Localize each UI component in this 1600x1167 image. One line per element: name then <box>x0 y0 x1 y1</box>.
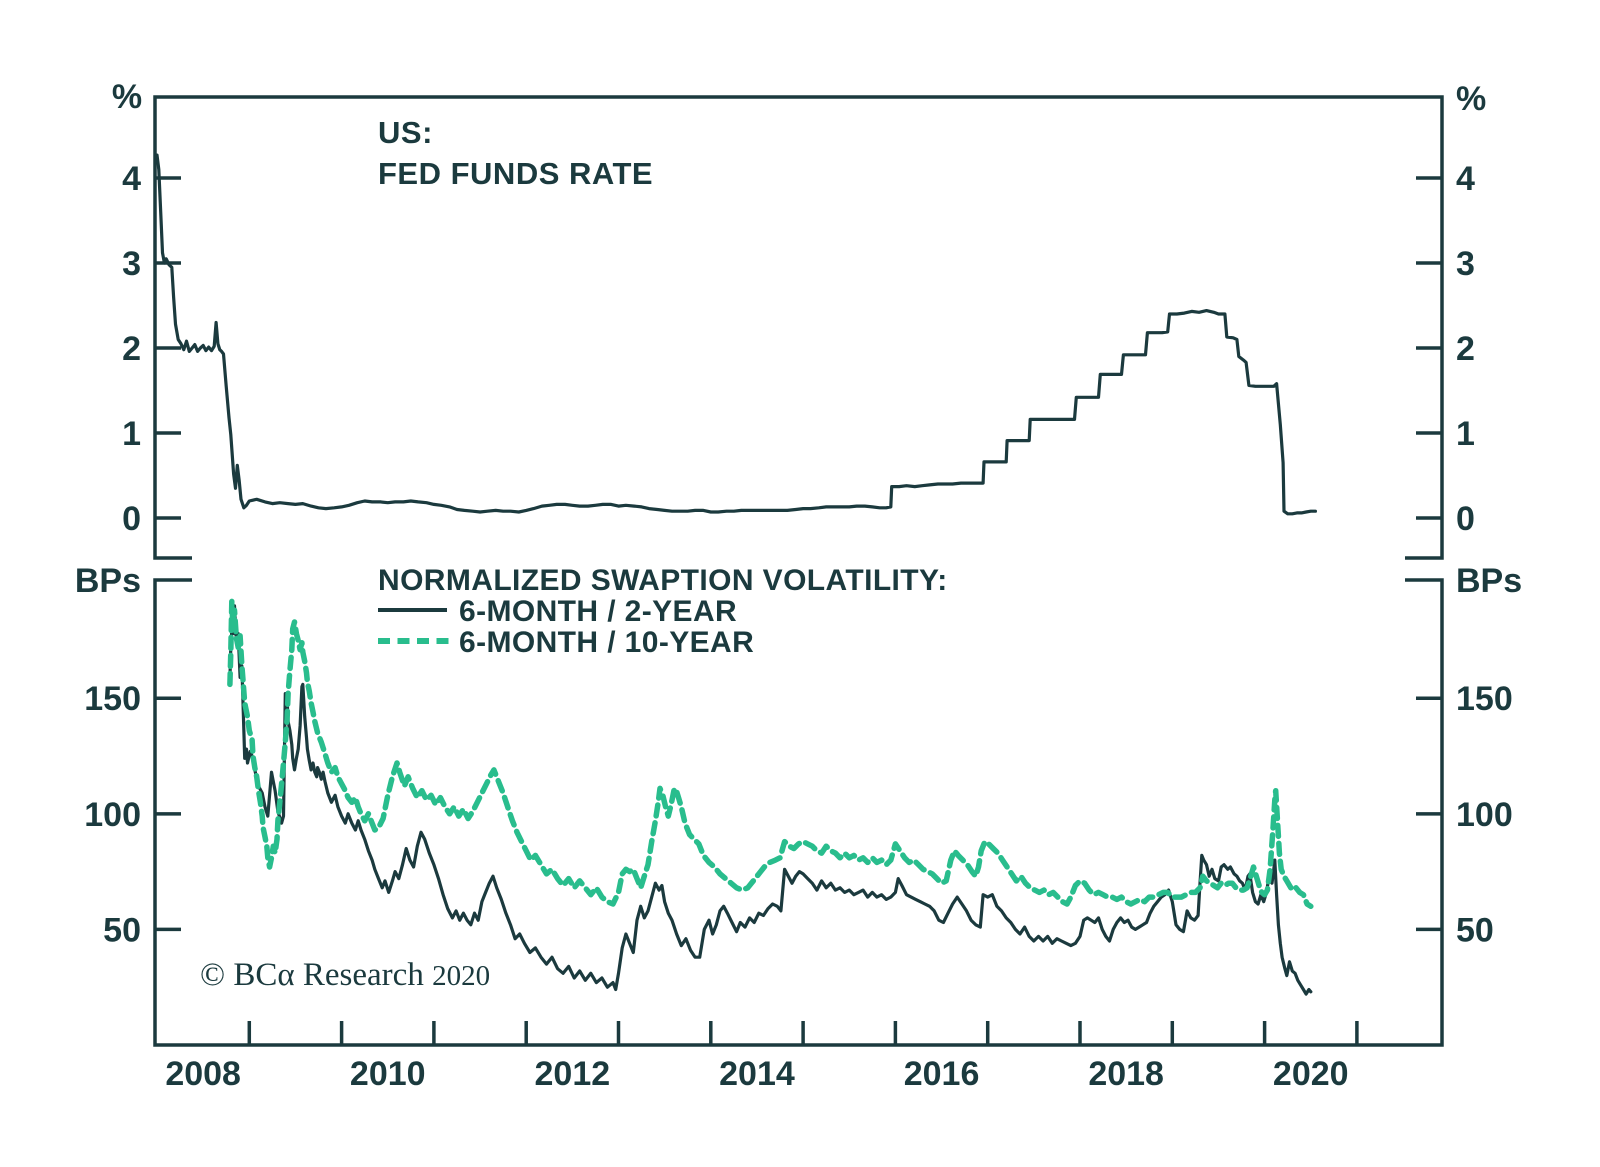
top-y-tick-label-left: 4 <box>122 160 141 198</box>
top-y-tick-label-left: 0 <box>122 500 141 538</box>
top-chart-title-line1: US: <box>378 115 433 150</box>
x-tick-label: 2016 <box>904 1055 980 1093</box>
bottom-y-tick-label-left: 50 <box>103 911 141 949</box>
bottom-chart-frame <box>153 578 1444 1047</box>
top-y-tick-label-right: 2 <box>1456 330 1475 368</box>
bottom-y-tick-label-left: 100 <box>84 796 141 834</box>
top-y-tick-label-right: 3 <box>1456 245 1475 283</box>
x-tick-label: 2018 <box>1088 1055 1164 1093</box>
bottom-right-unit-label: BPs <box>1456 562 1522 600</box>
tick-label-layer: 0 0 1 1 2 2 3 3 4 4 50 50 100 100 150 150 2008 2010 2012 20… <box>84 160 1512 1093</box>
watermark: © BCα Research 2020 <box>200 957 490 993</box>
top-left-unit-label: % <box>112 78 142 116</box>
legend-label-2year: 6-MONTH / 2-YEAR <box>459 595 737 628</box>
top-y-tick-label-right: 0 <box>1456 500 1475 538</box>
top-chart-frame <box>153 95 1444 560</box>
vol-6m-10y-line <box>227 598 1314 910</box>
watermark-main: © BCα Research <box>200 957 432 993</box>
top-chart-title-line2: FED FUNDS RATE <box>378 156 653 191</box>
legend-label-10year: 6-MONTH / 10-YEAR <box>459 626 754 659</box>
top-y-tick-label-left: 3 <box>122 245 141 283</box>
x-tick-label: 2008 <box>165 1055 241 1093</box>
axes-layer <box>153 95 1444 1047</box>
bottom-left-unit-label: BPs <box>75 562 141 600</box>
bottom-y-tick-label-right: 50 <box>1456 911 1494 949</box>
bottom-y-tick-label-right: 100 <box>1456 796 1513 834</box>
bottom-y-tick-label-right: 150 <box>1456 680 1513 718</box>
vol-6m-2y-line <box>228 604 1313 996</box>
x-tick-label: 2010 <box>350 1055 426 1093</box>
top-y-tick-label-right: 1 <box>1456 415 1475 453</box>
top-y-tick-label-right: 4 <box>1456 160 1475 198</box>
x-tick-label: 2014 <box>719 1055 795 1093</box>
fed-funds-rate-line <box>155 153 1318 516</box>
bottom-y-tick-label-left: 150 <box>84 680 141 718</box>
top-y-tick-label-left: 1 <box>122 415 141 453</box>
legend-title: NORMALIZED SWAPTION VOLATILITY: <box>378 564 948 597</box>
top-y-tick-label-left: 2 <box>122 330 141 368</box>
top-right-unit-label: % <box>1456 80 1486 118</box>
series-layer <box>155 153 1318 996</box>
x-tick-label: 2020 <box>1273 1055 1349 1093</box>
watermark-year: 2020 <box>432 960 490 992</box>
x-tick-label: 2012 <box>535 1055 611 1093</box>
